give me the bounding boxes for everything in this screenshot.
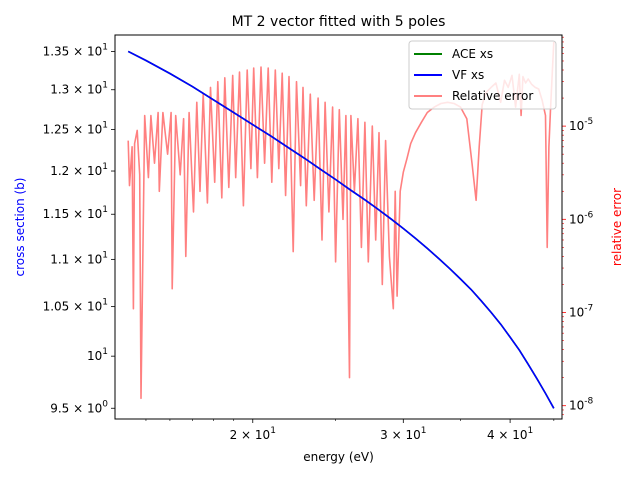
y-tick-label: 1.15 × 101	[43, 205, 108, 221]
y-tick-label: 1.1 × 101	[50, 250, 108, 266]
legend-box	[408, 40, 557, 110]
x-tick-label: 2 × 101	[230, 426, 276, 442]
y-tick-label: 9.5 × 100	[50, 399, 108, 415]
y-tick-label: 1.05 × 101	[43, 298, 108, 314]
legend-label-vf: VF xs	[452, 68, 484, 82]
x-tick-label: 4 × 101	[487, 426, 533, 442]
chart-title: MT 2 vector fitted with 5 poles	[232, 14, 446, 30]
y-tick-label: 1.35 × 101	[43, 42, 108, 58]
y-tick-label: 1.25 × 101	[43, 121, 108, 137]
y-tick-label: 1.2 × 101	[50, 162, 108, 178]
series-line-vf-xs	[127, 50, 555, 409]
x-tick-label: 3 × 101	[380, 426, 426, 442]
y-tick-label: 1.3 × 101	[50, 81, 108, 97]
x-axis-label: energy (eV)	[303, 450, 374, 464]
legend-label-ace: ACE xs	[452, 47, 493, 61]
legend: ACE xs VF xs Relative error	[408, 40, 557, 110]
y2-axis-label: relative error	[610, 188, 624, 266]
y-axis-label: cross section (b)	[13, 178, 27, 277]
plot-frame	[114, 34, 563, 420]
legend-label-error: Relative error	[452, 89, 533, 103]
